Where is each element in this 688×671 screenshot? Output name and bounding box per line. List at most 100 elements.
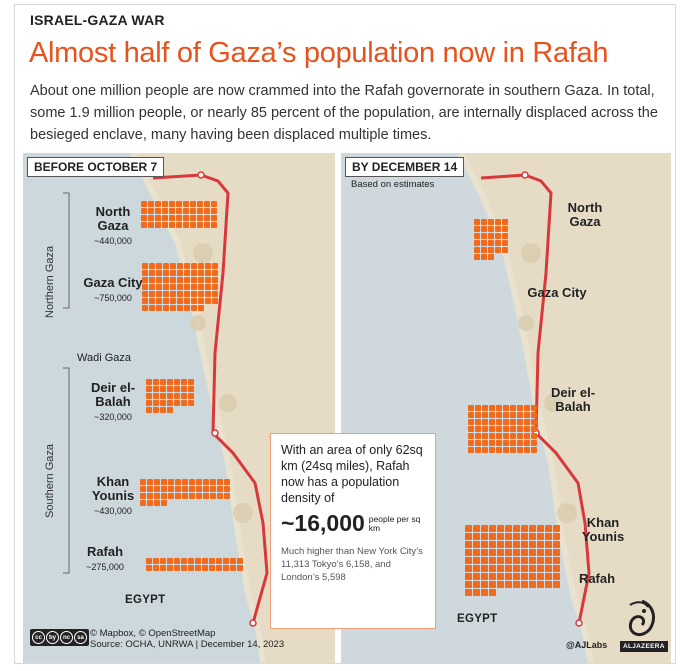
person-square — [169, 208, 175, 214]
person-square — [156, 291, 162, 297]
person-square — [217, 493, 223, 499]
person-square — [513, 533, 520, 540]
person-square — [531, 433, 537, 439]
al-jazeera-wordmark: ALJAZEERA — [620, 641, 668, 652]
person-square — [191, 298, 197, 304]
region-name: North Gaza — [95, 204, 131, 233]
person-square — [488, 254, 494, 260]
person-square — [465, 557, 472, 564]
footer-credits-block: © Mapbox, © OpenStreetMap Source: OCHA, … — [90, 628, 284, 650]
person-square — [473, 541, 480, 548]
person-square — [475, 412, 481, 418]
person-square — [524, 405, 530, 411]
person-square — [473, 573, 480, 580]
person-square — [175, 486, 181, 492]
person-square — [489, 565, 496, 572]
region-deir-el-balah-left: Deir el-Balah ~320,000 — [75, 381, 151, 424]
person-square — [147, 486, 153, 492]
person-square — [537, 525, 544, 532]
person-square — [474, 219, 480, 225]
person-square — [211, 208, 217, 214]
person-square — [553, 557, 560, 564]
person-square — [198, 263, 204, 269]
person-square — [524, 447, 530, 453]
egypt-label-right: EGYPT — [457, 613, 498, 625]
person-square — [465, 581, 472, 588]
person-square — [524, 440, 530, 446]
sa-icon: sa — [74, 631, 87, 644]
person-square — [224, 486, 230, 492]
person-square — [521, 581, 528, 588]
person-square — [553, 573, 560, 580]
person-square — [169, 215, 175, 221]
person-square — [537, 541, 544, 548]
person-square — [489, 581, 496, 588]
person-square — [176, 215, 182, 221]
region-population: ~430,000 — [94, 506, 132, 516]
person-square — [482, 440, 488, 446]
person-square — [153, 558, 159, 564]
person-square — [545, 533, 552, 540]
person-square — [531, 419, 537, 425]
person-square — [488, 240, 494, 246]
person-square — [468, 447, 474, 453]
person-square — [177, 305, 183, 311]
population-grid-rafah-left — [146, 558, 243, 571]
person-square — [184, 298, 190, 304]
map-left-base — [23, 153, 335, 663]
person-square — [513, 565, 520, 572]
person-square — [167, 400, 173, 406]
person-square — [223, 565, 229, 571]
person-square — [517, 447, 523, 453]
person-square — [465, 525, 472, 532]
person-square — [153, 400, 159, 406]
person-square — [146, 379, 152, 385]
person-square — [531, 440, 537, 446]
person-square — [162, 208, 168, 214]
person-square — [181, 565, 187, 571]
person-square — [161, 479, 167, 485]
person-square — [531, 426, 537, 432]
person-square — [510, 419, 516, 425]
population-grid-deir-el-balah-left — [146, 379, 194, 413]
map-right-tag: BY DECEMBER 14 — [345, 157, 465, 177]
person-square — [210, 479, 216, 485]
person-square — [153, 386, 159, 392]
population-grid-gaza-city-left — [142, 263, 218, 311]
person-square — [163, 263, 169, 269]
person-square — [154, 486, 160, 492]
person-square — [181, 393, 187, 399]
region-gaza-city-left: Gaza City ~750,000 — [81, 276, 145, 305]
person-square — [156, 298, 162, 304]
person-square — [488, 226, 494, 232]
person-square — [529, 549, 536, 556]
person-square — [167, 393, 173, 399]
region-name: Rafah — [86, 544, 124, 559]
person-square — [181, 379, 187, 385]
person-square — [481, 541, 488, 548]
person-square — [468, 426, 474, 432]
al-jazeera-logo-icon — [628, 599, 656, 637]
person-square — [184, 291, 190, 297]
person-square — [473, 565, 480, 572]
person-square — [146, 393, 152, 399]
person-square — [482, 433, 488, 439]
region-khan-younis-right: Khan Younis — [573, 516, 633, 544]
person-square — [497, 573, 504, 580]
person-square — [156, 277, 162, 283]
person-square — [161, 493, 167, 499]
person-square — [503, 447, 509, 453]
person-square — [204, 222, 210, 228]
person-square — [177, 284, 183, 290]
person-square — [155, 208, 161, 214]
person-square — [216, 565, 222, 571]
person-square — [141, 208, 147, 214]
person-square — [497, 565, 504, 572]
person-square — [148, 215, 154, 221]
person-square — [489, 549, 496, 556]
person-square — [230, 565, 236, 571]
person-square — [191, 270, 197, 276]
person-square — [153, 393, 159, 399]
person-square — [489, 525, 496, 532]
person-square — [170, 277, 176, 283]
